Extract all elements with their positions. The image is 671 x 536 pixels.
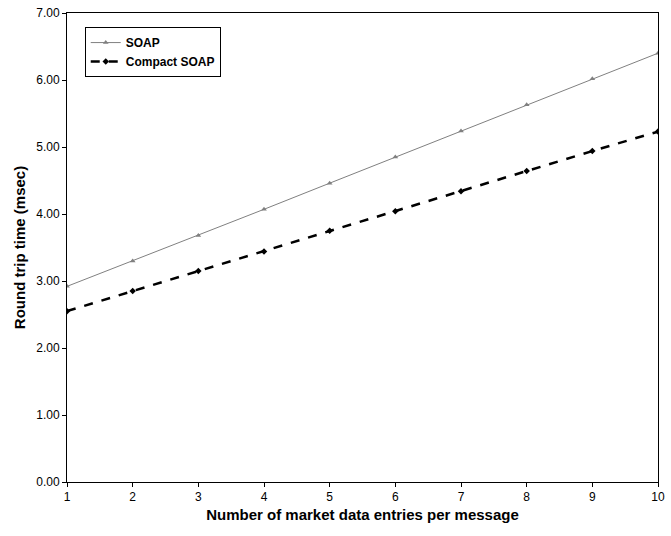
svg-text:6: 6 [392,490,399,504]
svg-text:9: 9 [589,490,596,504]
svg-text:7: 7 [458,490,465,504]
svg-text:10: 10 [651,490,665,504]
svg-text:SOAP: SOAP [126,36,160,50]
svg-text:6.00: 6.00 [36,73,60,87]
svg-text:4: 4 [261,490,268,504]
svg-text:1.00: 1.00 [36,408,60,422]
svg-text:2: 2 [129,490,136,504]
svg-text:7.00: 7.00 [36,6,60,20]
svg-text:Number of market data entries: Number of market data entries per messag… [206,506,519,523]
svg-text:3: 3 [195,490,202,504]
svg-text:4.00: 4.00 [36,207,60,221]
svg-text:Round trip time (msec): Round trip time (msec) [11,166,28,329]
svg-text:0.00: 0.00 [36,475,60,489]
svg-text:Compact SOAP: Compact SOAP [126,55,215,69]
svg-text:5.00: 5.00 [36,140,60,154]
svg-text:2.00: 2.00 [36,341,60,355]
svg-text:8: 8 [523,490,530,504]
svg-text:3.00: 3.00 [36,274,60,288]
svg-text:5: 5 [326,490,333,504]
svg-text:1: 1 [64,490,71,504]
